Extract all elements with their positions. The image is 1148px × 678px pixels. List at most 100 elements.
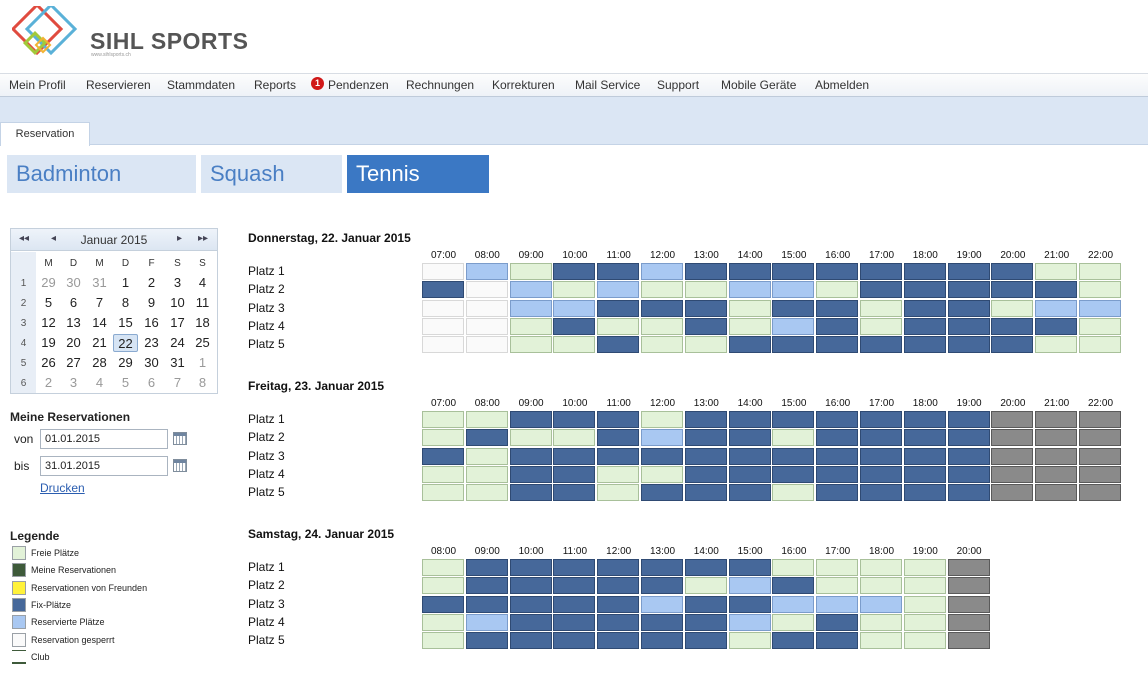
time-slot[interactable]: [728, 263, 771, 280]
time-slot[interactable]: [903, 632, 946, 650]
time-slot[interactable]: [728, 317, 771, 335]
time-slot[interactable]: [684, 429, 727, 447]
time-slot[interactable]: [641, 299, 683, 317]
time-slot[interactable]: [422, 484, 464, 502]
time-slot[interactable]: [860, 299, 902, 317]
time-slot[interactable]: [465, 336, 508, 354]
calendar-day[interactable]: 6: [147, 375, 156, 390]
time-slot[interactable]: [1079, 336, 1121, 354]
calendar-day[interactable]: 14: [92, 315, 107, 330]
time-slot[interactable]: [1079, 317, 1121, 335]
calendar-day[interactable]: 27: [66, 355, 81, 370]
time-slot[interactable]: [772, 317, 815, 335]
time-slot[interactable]: [816, 281, 859, 299]
time-slot[interactable]: [509, 632, 552, 650]
time-slot[interactable]: [772, 484, 815, 502]
time-slot[interactable]: [728, 447, 771, 465]
to-calendar-icon[interactable]: [173, 459, 187, 472]
time-slot[interactable]: [860, 411, 902, 428]
time-slot[interactable]: [422, 299, 464, 317]
menu-mail-service[interactable]: Mail Service: [575, 78, 641, 92]
calendar-day[interactable]: 4: [95, 375, 104, 390]
time-slot[interactable]: [816, 577, 859, 595]
time-slot[interactable]: [816, 632, 859, 650]
calendar-day[interactable]: 2: [147, 275, 156, 290]
calendar-day[interactable]: 29: [118, 355, 133, 370]
time-slot[interactable]: [947, 465, 990, 483]
time-slot[interactable]: [991, 484, 1034, 502]
time-slot[interactable]: [597, 613, 640, 631]
time-slot[interactable]: [860, 317, 902, 335]
calendar-day[interactable]: 21: [92, 335, 107, 350]
time-slot[interactable]: [684, 632, 727, 650]
time-slot[interactable]: [903, 577, 946, 595]
time-slot[interactable]: [597, 484, 640, 502]
time-slot[interactable]: [860, 447, 902, 465]
time-slot[interactable]: [860, 263, 902, 280]
time-slot[interactable]: [553, 559, 596, 576]
time-slot[interactable]: [553, 411, 596, 428]
time-slot[interactable]: [903, 465, 946, 483]
time-slot[interactable]: [947, 281, 990, 299]
time-slot[interactable]: [1079, 411, 1121, 428]
time-slot[interactable]: [816, 613, 859, 631]
time-slot[interactable]: [947, 299, 990, 317]
sport-tab-squash[interactable]: Squash: [201, 155, 342, 193]
time-slot[interactable]: [597, 429, 640, 447]
time-slot[interactable]: [553, 317, 596, 335]
time-slot[interactable]: [947, 559, 990, 576]
time-slot[interactable]: [728, 577, 771, 595]
time-slot[interactable]: [860, 281, 902, 299]
time-slot[interactable]: [509, 299, 552, 317]
time-slot[interactable]: [684, 595, 727, 613]
time-slot[interactable]: [816, 447, 859, 465]
time-slot[interactable]: [991, 336, 1034, 354]
time-slot[interactable]: [816, 299, 859, 317]
time-slot[interactable]: [772, 613, 815, 631]
calendar-day[interactable]: 8: [121, 295, 130, 310]
time-slot[interactable]: [465, 447, 508, 465]
time-slot[interactable]: [1079, 465, 1121, 483]
time-slot[interactable]: [509, 429, 552, 447]
time-slot[interactable]: [553, 263, 596, 280]
calendar-day[interactable]: 12: [41, 315, 56, 330]
time-slot[interactable]: [465, 317, 508, 335]
time-slot[interactable]: [684, 447, 727, 465]
first-month-icon[interactable]: ◂◂: [19, 233, 30, 244]
time-slot[interactable]: [903, 411, 946, 428]
calendar-day[interactable]: 24: [170, 335, 185, 350]
time-slot[interactable]: [553, 299, 596, 317]
time-slot[interactable]: [947, 336, 990, 354]
time-slot[interactable]: [597, 281, 640, 299]
time-slot[interactable]: [772, 263, 815, 280]
sport-tab-badminton[interactable]: Badminton: [7, 155, 196, 193]
time-slot[interactable]: [728, 429, 771, 447]
menu-mobile-geraete[interactable]: Mobile Geräte: [721, 78, 797, 92]
time-slot[interactable]: [947, 595, 990, 613]
time-slot[interactable]: [465, 595, 508, 613]
time-slot[interactable]: [509, 317, 552, 335]
time-slot[interactable]: [816, 336, 859, 354]
calendar-day[interactable]: 9: [147, 295, 156, 310]
time-slot[interactable]: [772, 595, 815, 613]
calendar-day[interactable]: 23: [144, 335, 159, 350]
time-slot[interactable]: [1079, 447, 1121, 465]
time-slot[interactable]: [422, 559, 464, 576]
time-slot[interactable]: [597, 336, 640, 354]
time-slot[interactable]: [947, 447, 990, 465]
time-slot[interactable]: [947, 632, 990, 650]
calendar-day[interactable]: 30: [66, 275, 81, 290]
calendar-day[interactable]: 13: [66, 315, 81, 330]
time-slot[interactable]: [728, 559, 771, 576]
time-slot[interactable]: [1035, 447, 1078, 465]
time-slot[interactable]: [509, 559, 552, 576]
time-slot[interactable]: [816, 595, 859, 613]
time-slot[interactable]: [860, 613, 902, 631]
time-slot[interactable]: [772, 577, 815, 595]
menu-abmelden[interactable]: Abmelden: [815, 78, 870, 92]
time-slot[interactable]: [991, 447, 1034, 465]
time-slot[interactable]: [465, 281, 508, 299]
time-slot[interactable]: [684, 317, 727, 335]
time-slot[interactable]: [903, 429, 946, 447]
time-slot[interactable]: [465, 263, 508, 280]
